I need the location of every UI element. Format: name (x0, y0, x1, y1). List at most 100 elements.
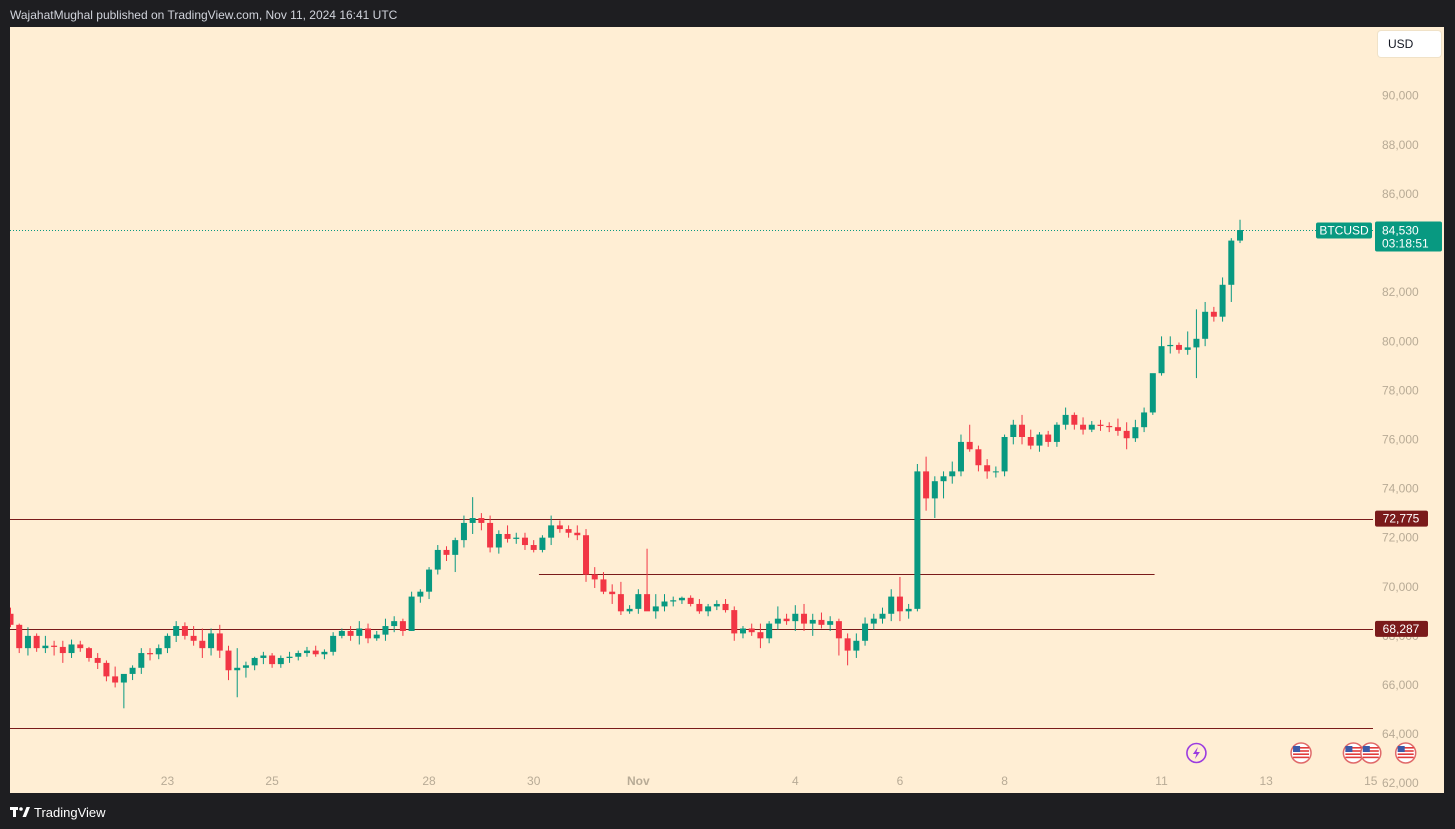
time-axis[interactable]: 23 25 28 30 Nov 4 6 8 11 13 15 (161, 774, 1378, 788)
x-tick-label: 28 (422, 774, 436, 788)
us-flag-icon[interactable] (1290, 742, 1312, 764)
candle-body (321, 651, 328, 655)
candle-body (42, 645, 49, 649)
candle (931, 476, 938, 519)
level-price-tag-label: 72,775 (1383, 512, 1420, 526)
candle (722, 599, 729, 613)
candle (853, 633, 860, 658)
candle (862, 617, 869, 646)
candle-body (984, 465, 991, 472)
candle-body (757, 632, 764, 639)
flag-stripe (1345, 747, 1362, 749)
candle-body (870, 618, 877, 624)
candle (1027, 429, 1034, 450)
candle-body (574, 532, 581, 536)
candle-body (853, 640, 860, 651)
candle (896, 576, 903, 622)
candle-body (460, 522, 467, 541)
candle-body (338, 630, 345, 636)
candle-body (434, 549, 441, 570)
candle-body (879, 613, 886, 619)
candle-body (652, 606, 659, 612)
candle-body (548, 525, 555, 538)
candle-body (277, 657, 284, 665)
candle-body (940, 476, 947, 482)
candle (181, 622, 188, 640)
candle-body (1080, 424, 1087, 430)
price-chart[interactable]: 62,00064,00066,00068,00070,00072,00074,0… (10, 27, 1444, 793)
candle-body (330, 635, 337, 652)
x-tick-label: 4 (792, 774, 799, 788)
flag-stripe (1362, 753, 1379, 755)
candle-body (417, 591, 424, 597)
candle (1036, 432, 1043, 452)
candle-body (705, 606, 712, 612)
candle-body (992, 471, 999, 473)
candle (112, 666, 119, 688)
candle (1106, 422, 1113, 433)
lightning-icon[interactable] (1186, 742, 1207, 764)
candle-body (1202, 311, 1209, 339)
x-tick-label: 13 (1260, 774, 1274, 788)
candle (1141, 407, 1148, 433)
currency-selector[interactable]: USD (1378, 31, 1441, 57)
flag-stripe (1362, 747, 1379, 749)
candle-body (1184, 347, 1191, 350)
candle (539, 535, 546, 553)
candle-body (10, 613, 14, 625)
candle-body (1123, 430, 1130, 439)
candle (1001, 434, 1008, 477)
candle (696, 599, 703, 614)
candle (1237, 219, 1244, 244)
candle-body (155, 648, 162, 655)
candle (914, 464, 921, 612)
candle (460, 515, 467, 548)
chart-panel[interactable]: 62,00064,00066,00068,00070,00072,00074,0… (10, 27, 1444, 793)
candle (33, 633, 40, 652)
candle-body (923, 471, 930, 499)
candle (835, 618, 842, 656)
price-axis[interactable]: 62,00064,00066,00068,00070,00072,00074,0… (1382, 40, 1419, 791)
candle (870, 613, 877, 630)
candle-body (295, 653, 302, 657)
candle (129, 665, 136, 681)
candle (879, 607, 886, 624)
candle-body (225, 650, 232, 671)
candle-body (1045, 434, 1052, 442)
us-flag-icon[interactable] (1342, 742, 1365, 764)
candle (513, 532, 520, 544)
candle (147, 648, 154, 661)
candle-body (251, 657, 258, 666)
candle-body (129, 667, 136, 674)
candle (617, 581, 624, 616)
candle-body (399, 621, 406, 631)
flag-stripe (1397, 753, 1414, 755)
candle (591, 567, 598, 588)
candle-body (696, 603, 703, 612)
flag-stripe (1362, 756, 1379, 759)
candle-body (1237, 230, 1244, 241)
candle (792, 605, 799, 631)
candle (1045, 430, 1052, 447)
candle (426, 567, 433, 600)
candle (739, 626, 746, 639)
event-markers[interactable] (1186, 742, 1417, 764)
candle (1088, 421, 1095, 433)
candle (382, 618, 389, 641)
candle (42, 635, 49, 654)
horizontal-levels (10, 519, 1373, 729)
candle-body (1053, 424, 1060, 442)
candle (1149, 373, 1156, 415)
candle-body (495, 533, 502, 548)
candle-body (844, 638, 851, 651)
candle-body (661, 601, 668, 607)
level-price-tag-bg (1375, 510, 1428, 527)
candle (818, 612, 825, 629)
candle (783, 613, 790, 625)
us-flag-icon[interactable] (1394, 742, 1417, 764)
y-tick-label: 82,000 (1382, 285, 1419, 299)
us-flag-icon[interactable] (1360, 742, 1382, 764)
candle-body (966, 441, 973, 450)
candle-body (190, 635, 197, 641)
candle-body (478, 518, 485, 523)
